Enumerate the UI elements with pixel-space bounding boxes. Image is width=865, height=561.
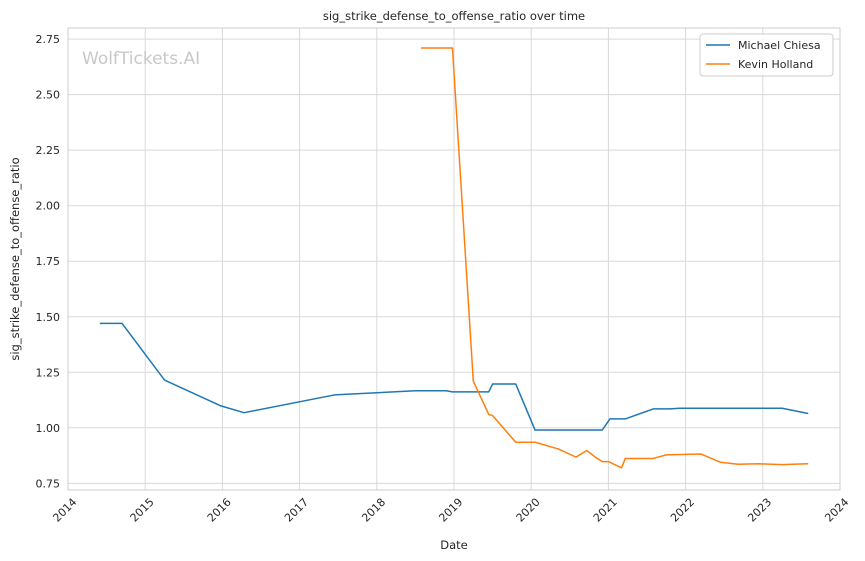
y-tick-label: 2.00 [36, 200, 61, 213]
x-axis-label: Date [440, 538, 468, 552]
legend-label: Kevin Holland [738, 58, 813, 71]
y-tick-label: 2.50 [36, 89, 61, 102]
y-axis-ticks: 0.75 1.00 1.25 1.50 1.75 2.00 2.25 2.50 2.75 [36, 33, 61, 490]
legend: Michael Chiesa Kevin Holland [699, 33, 834, 77]
series-line-michael-chiesa [99, 322, 809, 431]
y-tick-label: 2.25 [36, 144, 61, 157]
y-tick-label: 1.25 [36, 366, 61, 379]
legend-label: Michael Chiesa [738, 39, 821, 52]
y-tick-label: 1.75 [36, 255, 61, 268]
chart-title: sig_strike_defense_to_offense_ratio over… [323, 9, 585, 23]
grid-lines [67, 28, 841, 490]
y-axis-label: sig_strike_defense_to_offense_ratio [8, 157, 22, 360]
y-tick-label: 0.75 [36, 477, 61, 490]
y-tick-label: 1.00 [36, 422, 61, 435]
legend-box [699, 33, 834, 77]
watermark: WolfTickets.AI [82, 49, 200, 69]
series-layer [99, 47, 809, 469]
y-tick-label: 2.75 [36, 33, 61, 46]
series-line-kevin-holland [420, 47, 809, 469]
y-tick-label: 1.50 [36, 311, 61, 324]
plot-border [67, 27, 841, 491]
plot-area: WolfTickets.AI [67, 27, 841, 491]
